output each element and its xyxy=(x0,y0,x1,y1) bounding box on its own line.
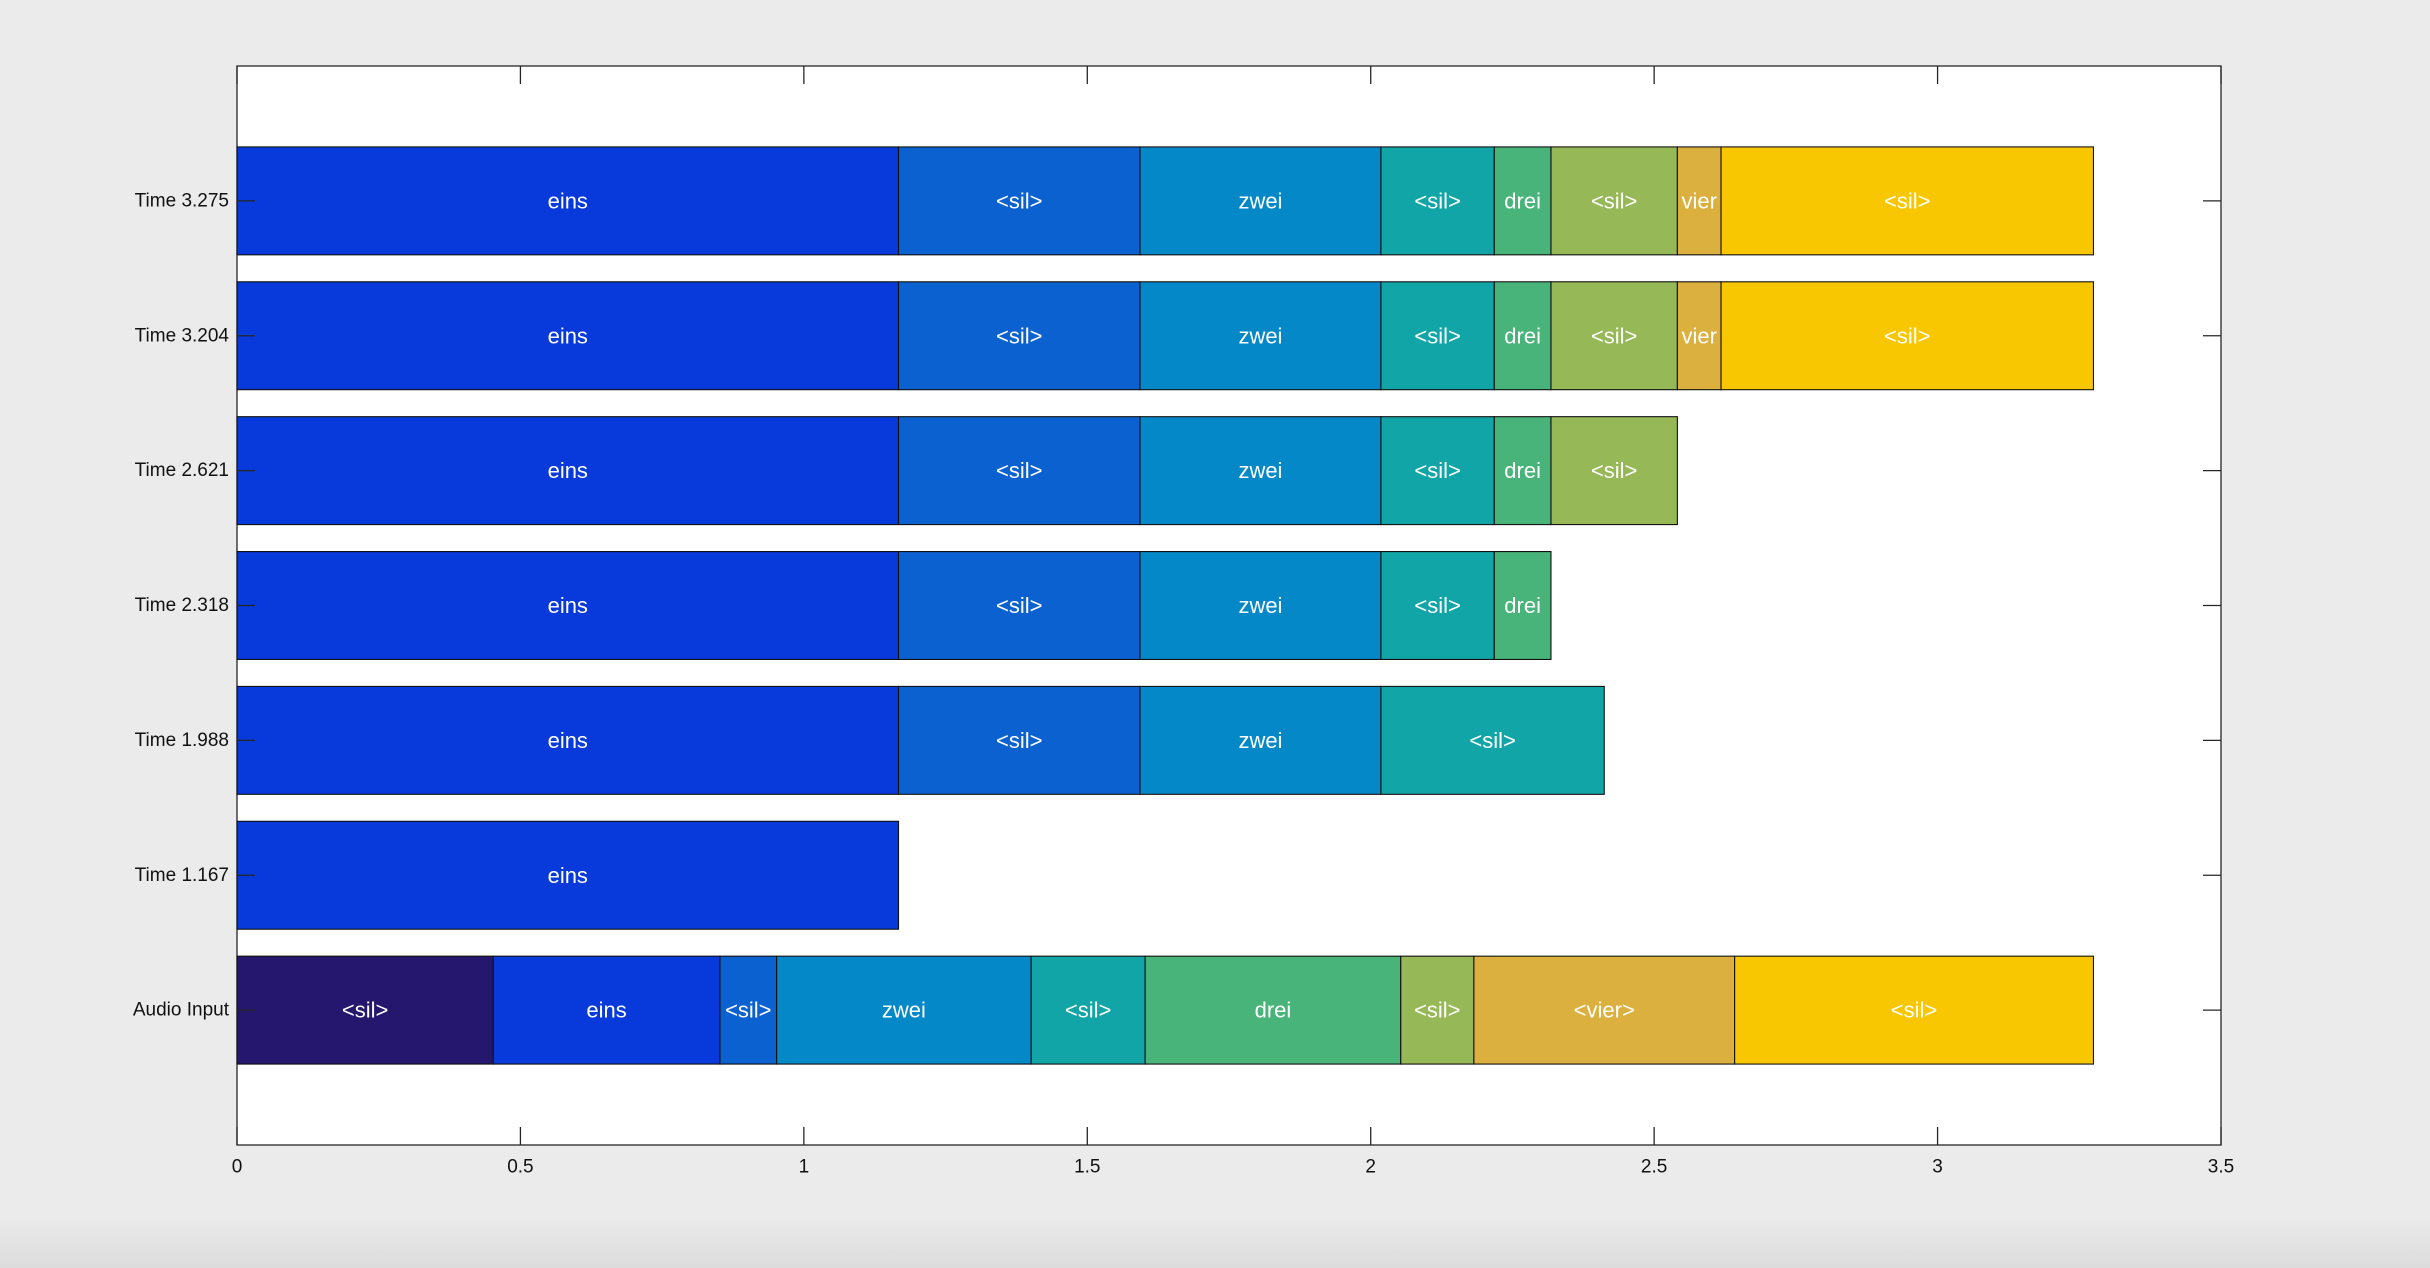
bar-segment xyxy=(236,146,900,256)
segment-label: zwei xyxy=(1238,728,1282,753)
segment-label: <sil> xyxy=(1891,998,1937,1023)
bar-segment xyxy=(1380,685,1605,795)
bar-segment xyxy=(1380,281,1495,391)
segment-label: zwei xyxy=(882,998,926,1023)
segment-label: <sil> xyxy=(725,998,771,1023)
bar-segment xyxy=(236,685,900,795)
bar-segment xyxy=(1380,146,1495,256)
segment-label: drei xyxy=(1504,593,1541,618)
segment-label: drei xyxy=(1504,188,1541,213)
segment-label: <sil> xyxy=(996,323,1042,348)
bar-segment xyxy=(1493,281,1552,391)
bar-segment xyxy=(897,281,1141,391)
segment-label: <sil> xyxy=(1591,323,1637,348)
segment-label: <sil> xyxy=(1414,458,1460,483)
bar-segment xyxy=(897,550,1141,660)
bar-segment xyxy=(1720,146,2095,256)
bar-segment xyxy=(1139,416,1382,526)
bar-segment xyxy=(1550,416,1678,526)
segment-label: <sil> xyxy=(1884,323,1930,348)
segment-label: eins xyxy=(548,323,588,348)
bar-segment xyxy=(1720,281,2095,391)
bar-segment xyxy=(236,820,900,930)
bar-segment xyxy=(1734,955,2095,1065)
segment-label: <sil> xyxy=(1414,323,1460,348)
row-label: Time 1.167 xyxy=(135,865,229,886)
bar-segment xyxy=(1144,955,1402,1065)
bar-segment xyxy=(1676,146,1722,256)
segment-label: eins xyxy=(548,863,588,888)
segment-label: eins xyxy=(548,188,588,213)
x-tick-label: 1.5 xyxy=(1074,1157,1100,1178)
row-label: Time 2.621 xyxy=(135,460,229,481)
segment-label: <sil> xyxy=(1591,458,1637,483)
row-label: Time 3.204 xyxy=(135,325,230,346)
segment-label: drei xyxy=(1504,323,1541,348)
segment-label: <sil> xyxy=(996,188,1042,213)
segment-label: drei xyxy=(1504,458,1541,483)
bar-segment xyxy=(1030,955,1146,1065)
segment-label: <sil> xyxy=(1884,188,1930,213)
segment-label: <sil> xyxy=(1414,188,1460,213)
bar-segment xyxy=(1493,416,1552,526)
segment-label: <sil> xyxy=(1414,998,1460,1023)
x-tick-label: 1 xyxy=(799,1157,810,1178)
segment-label: <sil> xyxy=(996,728,1042,753)
segment-label: eins xyxy=(548,458,588,483)
axes-layer: Time 3.275 Time 3.204 Time 2.621 Time 2.318… xyxy=(133,66,2234,1178)
bar-segment xyxy=(719,955,778,1065)
bar-segment xyxy=(1493,550,1552,660)
segment-label: <sil> xyxy=(342,998,388,1023)
x-tick-label: 0.5 xyxy=(507,1157,533,1178)
row-label: Audio Input xyxy=(133,1000,230,1021)
bar-segment xyxy=(897,146,1141,256)
bar-segment xyxy=(776,955,1032,1065)
segment-label: drei xyxy=(1255,998,1292,1023)
bar-segment xyxy=(1676,281,1722,391)
bar-segment xyxy=(236,281,900,391)
x-tick-label: 2 xyxy=(1365,1157,1376,1178)
segment-label: vier xyxy=(1681,188,1716,213)
bar-segment xyxy=(236,416,900,526)
segment-label: <sil> xyxy=(1414,593,1460,618)
segment-label: <vier> xyxy=(1574,998,1635,1023)
bar-segment xyxy=(1473,955,1736,1065)
row-label: Time 3.275 xyxy=(135,190,229,211)
segment-label: <sil> xyxy=(1469,728,1515,753)
segment-label: <sil> xyxy=(996,458,1042,483)
segment-label: <sil> xyxy=(1065,998,1111,1023)
segment-label: eins xyxy=(586,998,626,1023)
bar-segment xyxy=(1139,281,1382,391)
row-label: Time 1.988 xyxy=(135,730,229,751)
segment-label: zwei xyxy=(1238,188,1282,213)
segment-label: vier xyxy=(1681,323,1716,348)
segment-label: zwei xyxy=(1238,593,1282,618)
segment-label: <sil> xyxy=(996,593,1042,618)
row-label: Time 2.318 xyxy=(135,595,229,616)
segment-label: eins xyxy=(548,728,588,753)
bar-segment xyxy=(1139,550,1382,660)
x-tick-label: 2.5 xyxy=(1641,1157,1667,1178)
x-tick-label: 0 xyxy=(232,1157,243,1178)
segment-label: eins xyxy=(548,593,588,618)
bar-segment xyxy=(1550,146,1678,256)
bar-segment xyxy=(1380,550,1495,660)
bar-segment xyxy=(236,955,494,1065)
segment-label: zwei xyxy=(1238,323,1282,348)
segment-label: <sil> xyxy=(1591,188,1637,213)
x-tick-label: 3 xyxy=(1932,1157,1943,1178)
bar-segment xyxy=(1493,146,1552,256)
segment-label: zwei xyxy=(1238,458,1282,483)
bars-layer: eins <sil> zwei <sil> drei <sil> vier <sil> eins… xyxy=(236,146,2095,1065)
bar-segment xyxy=(1400,955,1475,1065)
x-tick-label: 3.5 xyxy=(2208,1157,2234,1178)
bar-segment xyxy=(1139,146,1382,256)
